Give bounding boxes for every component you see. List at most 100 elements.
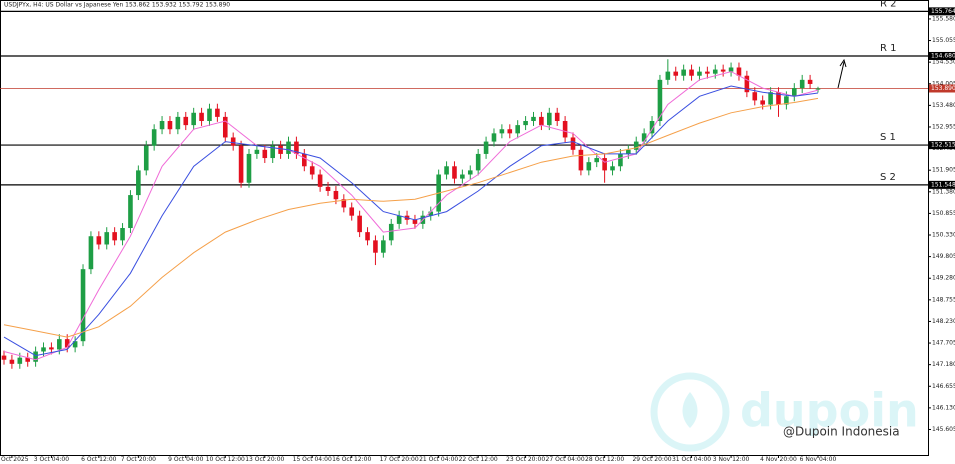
candle-body [570,137,576,150]
candle-body [159,121,165,130]
candle-body [262,149,268,159]
watermark-handle: @Dupoin Indonesia [783,425,900,439]
candle-body [215,108,220,117]
x-tick-label: 15 Oct 04:00 [293,456,332,463]
x-tick-label: 31 Oct 04:00 [672,456,711,463]
candle-body [467,170,473,175]
y-tick-label: 145.605 [932,426,955,433]
candle-body [302,153,307,167]
candle-body [104,232,110,245]
candle-body [41,347,46,352]
x-tick-label: 6 Nov 04:00 [800,456,837,463]
candle-body [112,232,117,241]
candle-body [333,190,339,200]
candle-body [72,341,78,348]
candle-body [294,141,299,154]
y-tick-label: 150.855 [932,210,955,217]
x-tick-label: 10 Oct 12:00 [206,456,245,463]
candle-body [791,88,797,97]
level-price-box [929,180,955,189]
candle-body [483,141,489,154]
level-price: 155.764 [931,8,955,15]
candle-body [784,96,789,105]
candle-body [681,69,686,76]
y-tick-label: 146.130 [932,404,955,411]
candle-body [33,351,38,362]
candle-body [183,116,189,126]
x-tick-label: 1 Oct 2025 [0,456,29,463]
candle-body [554,112,560,122]
x-tick-label: 4 Nov 20:00 [760,456,797,463]
candle-body [136,170,141,196]
candle-body [673,71,679,76]
candle-body [143,145,149,171]
x-tick-label: 29 Oct 20:00 [632,456,671,463]
candle-body [128,195,133,229]
level-name: S 1 [880,132,896,143]
candle-body [365,232,370,241]
y-tick-label: 149.805 [932,253,955,260]
candle-body [515,125,520,134]
x-tick-label: 16 Oct 12:00 [332,456,371,463]
candle-body [705,71,710,74]
candle-body [744,75,750,93]
y-tick-label: 148.230 [932,318,955,325]
candle-body [633,141,639,150]
candle-body [254,149,260,154]
candle-body [64,339,70,348]
candle-body [776,92,781,105]
y-tick-label: 151.380 [932,188,955,195]
candle-body [594,158,600,163]
candle-body [444,166,449,175]
candle-body [246,153,252,183]
candle-body [96,236,102,245]
candle-body [80,269,86,342]
level-name: R 2 [880,0,897,9]
candle-body [373,240,378,253]
x-tick-label: 23 Oct 20:00 [506,456,545,463]
candle-body [207,108,212,122]
candle-body [175,116,181,130]
candle-body [325,186,331,191]
candle-body [586,162,592,171]
candle-body [475,153,481,171]
candle-body [815,88,821,90]
candle-body [452,166,457,179]
candle-body [610,166,615,171]
candle-body [357,215,362,233]
x-tick-label: 9 Oct 04:00 [168,456,203,463]
candle-body [230,137,236,146]
candle-body [396,215,402,224]
candle-body [641,133,647,142]
x-tick-label: 27 Oct 04:00 [546,456,585,463]
level-name: S 2 [880,172,896,183]
watermark-logo [650,372,730,452]
candle-body [1,355,7,360]
candle-body [799,79,805,89]
candle-body [547,112,552,126]
candle-body [728,67,734,72]
y-tick-label: 153.480 [932,102,955,109]
level-name: R 1 [880,43,897,54]
chart-title: USDJPYx, H4: US Dollar vs Japanese Yen 1… [4,2,230,9]
candle-body [286,141,291,154]
moving-average [3,71,819,361]
candle-body [191,112,196,126]
candle-body [491,133,497,142]
candle-body [238,145,244,183]
y-tick-label: 146.655 [932,383,955,390]
watermark: dupoin [650,372,919,452]
x-tick-label: 28 Oct 12:00 [585,456,624,463]
candle-body [88,236,94,270]
y-tick-label: 155.580 [932,15,955,22]
candle-body [807,79,813,84]
candle-body [17,357,23,364]
candle-body [768,92,773,105]
candle-body [523,121,528,126]
candle-body [199,112,204,122]
x-tick-label: 3 Nov 12:00 [713,456,750,463]
moving-average [3,85,819,357]
y-tick-label: 150.330 [932,232,955,239]
level-price-box [929,51,955,60]
candle-body [712,69,718,74]
